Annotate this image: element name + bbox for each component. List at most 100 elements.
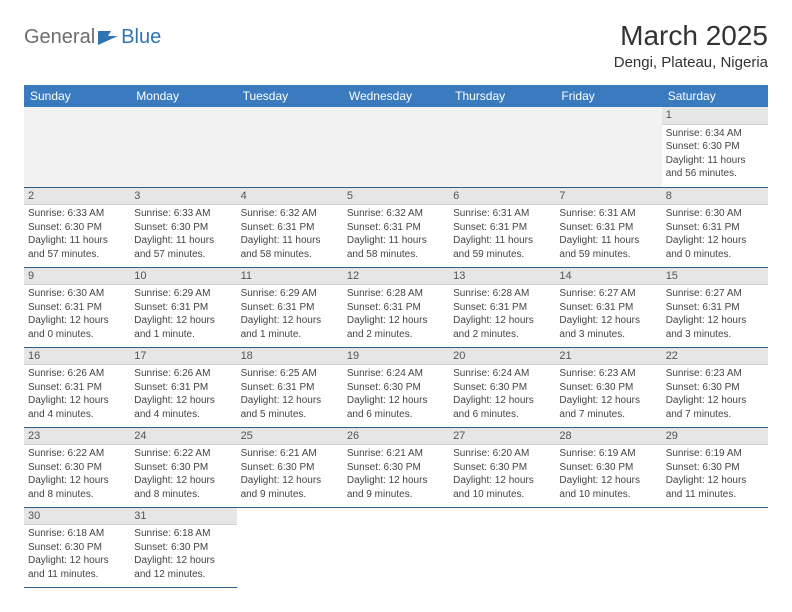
sunset: Sunset: 6:30 PM xyxy=(134,541,232,555)
calendar-row: 9Sunrise: 6:30 AMSunset: 6:31 PMDaylight… xyxy=(24,267,768,347)
day-number: 17 xyxy=(130,348,236,366)
sunset: Sunset: 6:31 PM xyxy=(347,301,445,315)
day-number: 10 xyxy=(130,268,236,286)
daylight: Daylight: 12 hours and 1 minute. xyxy=(134,314,232,341)
day-details: Sunrise: 6:34 AMSunset: 6:30 PMDaylight:… xyxy=(662,125,768,183)
day-details: Sunrise: 6:27 AMSunset: 6:31 PMDaylight:… xyxy=(555,285,661,343)
day-details: Sunrise: 6:18 AMSunset: 6:30 PMDaylight:… xyxy=(130,525,236,583)
sunset: Sunset: 6:30 PM xyxy=(666,381,764,395)
calendar-row: 30Sunrise: 6:18 AMSunset: 6:30 PMDayligh… xyxy=(24,507,768,587)
calendar-cell: 16Sunrise: 6:26 AMSunset: 6:31 PMDayligh… xyxy=(24,347,130,427)
calendar-cell xyxy=(237,107,343,187)
sunset: Sunset: 6:30 PM xyxy=(453,461,551,475)
title-block: March 2025 Dengi, Plateau, Nigeria xyxy=(614,20,768,71)
daylight: Daylight: 11 hours and 57 minutes. xyxy=(28,234,126,261)
day-details: Sunrise: 6:19 AMSunset: 6:30 PMDaylight:… xyxy=(555,445,661,503)
calendar-cell xyxy=(555,507,661,587)
sunset: Sunset: 6:31 PM xyxy=(28,381,126,395)
calendar-cell xyxy=(449,107,555,187)
weekday-header: Wednesday xyxy=(343,85,449,107)
daylight: Daylight: 11 hours and 57 minutes. xyxy=(134,234,232,261)
calendar-row: 1Sunrise: 6:34 AMSunset: 6:30 PMDaylight… xyxy=(24,107,768,187)
daylight: Daylight: 12 hours and 3 minutes. xyxy=(666,314,764,341)
daylight: Daylight: 12 hours and 0 minutes. xyxy=(666,234,764,261)
sunrise: Sunrise: 6:29 AM xyxy=(134,287,232,301)
calendar-cell: 1Sunrise: 6:34 AMSunset: 6:30 PMDaylight… xyxy=(662,107,768,187)
sunset: Sunset: 6:30 PM xyxy=(28,541,126,555)
daylight: Daylight: 12 hours and 10 minutes. xyxy=(559,474,657,501)
day-details: Sunrise: 6:32 AMSunset: 6:31 PMDaylight:… xyxy=(343,205,449,263)
sunrise: Sunrise: 6:28 AM xyxy=(453,287,551,301)
calendar-row: 23Sunrise: 6:22 AMSunset: 6:30 PMDayligh… xyxy=(24,427,768,507)
day-number: 31 xyxy=(130,508,236,526)
sunset: Sunset: 6:30 PM xyxy=(241,461,339,475)
daylight: Daylight: 12 hours and 8 minutes. xyxy=(28,474,126,501)
sunset: Sunset: 6:31 PM xyxy=(453,301,551,315)
day-details: Sunrise: 6:21 AMSunset: 6:30 PMDaylight:… xyxy=(343,445,449,503)
day-number: 7 xyxy=(555,188,661,206)
weekday-header: Thursday xyxy=(449,85,555,107)
daylight: Daylight: 12 hours and 7 minutes. xyxy=(666,394,764,421)
day-details: Sunrise: 6:31 AMSunset: 6:31 PMDaylight:… xyxy=(555,205,661,263)
daylight: Daylight: 12 hours and 3 minutes. xyxy=(559,314,657,341)
sunset: Sunset: 6:30 PM xyxy=(28,221,126,235)
day-details: Sunrise: 6:29 AMSunset: 6:31 PMDaylight:… xyxy=(237,285,343,343)
day-number: 28 xyxy=(555,428,661,446)
sunset: Sunset: 6:31 PM xyxy=(241,221,339,235)
daylight: Daylight: 12 hours and 11 minutes. xyxy=(666,474,764,501)
daylight: Daylight: 11 hours and 56 minutes. xyxy=(666,154,764,181)
location: Dengi, Plateau, Nigeria xyxy=(614,54,768,71)
sunset: Sunset: 6:30 PM xyxy=(453,381,551,395)
daylight: Daylight: 12 hours and 10 minutes. xyxy=(453,474,551,501)
sunset: Sunset: 6:30 PM xyxy=(134,221,232,235)
calendar-cell: 31Sunrise: 6:18 AMSunset: 6:30 PMDayligh… xyxy=(130,507,236,587)
calendar-cell xyxy=(662,507,768,587)
calendar-cell: 28Sunrise: 6:19 AMSunset: 6:30 PMDayligh… xyxy=(555,427,661,507)
day-details: Sunrise: 6:24 AMSunset: 6:30 PMDaylight:… xyxy=(449,365,555,423)
day-number: 2 xyxy=(24,188,130,206)
sunset: Sunset: 6:31 PM xyxy=(666,221,764,235)
sunrise: Sunrise: 6:19 AM xyxy=(666,447,764,461)
daylight: Daylight: 11 hours and 58 minutes. xyxy=(241,234,339,261)
daylight: Daylight: 12 hours and 2 minutes. xyxy=(453,314,551,341)
page-header: General Blue March 2025 Dengi, Plateau, … xyxy=(24,20,768,71)
sunset: Sunset: 6:30 PM xyxy=(559,381,657,395)
day-details: Sunrise: 6:22 AMSunset: 6:30 PMDaylight:… xyxy=(24,445,130,503)
day-details: Sunrise: 6:23 AMSunset: 6:30 PMDaylight:… xyxy=(662,365,768,423)
sunrise: Sunrise: 6:32 AM xyxy=(241,207,339,221)
calendar-cell xyxy=(130,107,236,187)
daylight: Daylight: 11 hours and 58 minutes. xyxy=(347,234,445,261)
calendar-cell: 29Sunrise: 6:19 AMSunset: 6:30 PMDayligh… xyxy=(662,427,768,507)
daylight: Daylight: 12 hours and 9 minutes. xyxy=(241,474,339,501)
day-details: Sunrise: 6:29 AMSunset: 6:31 PMDaylight:… xyxy=(130,285,236,343)
sunrise: Sunrise: 6:19 AM xyxy=(559,447,657,461)
daylight: Daylight: 12 hours and 12 minutes. xyxy=(134,554,232,581)
day-number: 22 xyxy=(662,348,768,366)
day-details: Sunrise: 6:22 AMSunset: 6:30 PMDaylight:… xyxy=(130,445,236,503)
sunset: Sunset: 6:30 PM xyxy=(666,140,764,154)
day-details: Sunrise: 6:26 AMSunset: 6:31 PMDaylight:… xyxy=(130,365,236,423)
day-number: 15 xyxy=(662,268,768,286)
sunset: Sunset: 6:31 PM xyxy=(559,301,657,315)
calendar-cell: 14Sunrise: 6:27 AMSunset: 6:31 PMDayligh… xyxy=(555,267,661,347)
calendar-cell: 2Sunrise: 6:33 AMSunset: 6:30 PMDaylight… xyxy=(24,187,130,267)
sunrise: Sunrise: 6:22 AM xyxy=(28,447,126,461)
calendar-cell: 20Sunrise: 6:24 AMSunset: 6:30 PMDayligh… xyxy=(449,347,555,427)
sunrise: Sunrise: 6:21 AM xyxy=(241,447,339,461)
sunrise: Sunrise: 6:18 AM xyxy=(28,527,126,541)
day-number: 3 xyxy=(130,188,236,206)
day-details: Sunrise: 6:28 AMSunset: 6:31 PMDaylight:… xyxy=(449,285,555,343)
sunrise: Sunrise: 6:23 AM xyxy=(559,367,657,381)
day-number: 5 xyxy=(343,188,449,206)
calendar-cell xyxy=(24,107,130,187)
daylight: Daylight: 12 hours and 5 minutes. xyxy=(241,394,339,421)
sunrise: Sunrise: 6:30 AM xyxy=(666,207,764,221)
daylight: Daylight: 12 hours and 7 minutes. xyxy=(559,394,657,421)
day-number: 24 xyxy=(130,428,236,446)
sunrise: Sunrise: 6:29 AM xyxy=(241,287,339,301)
calendar-cell: 15Sunrise: 6:27 AMSunset: 6:31 PMDayligh… xyxy=(662,267,768,347)
calendar-cell: 26Sunrise: 6:21 AMSunset: 6:30 PMDayligh… xyxy=(343,427,449,507)
sunrise: Sunrise: 6:32 AM xyxy=(347,207,445,221)
sunrise: Sunrise: 6:28 AM xyxy=(347,287,445,301)
sunset: Sunset: 6:30 PM xyxy=(559,461,657,475)
